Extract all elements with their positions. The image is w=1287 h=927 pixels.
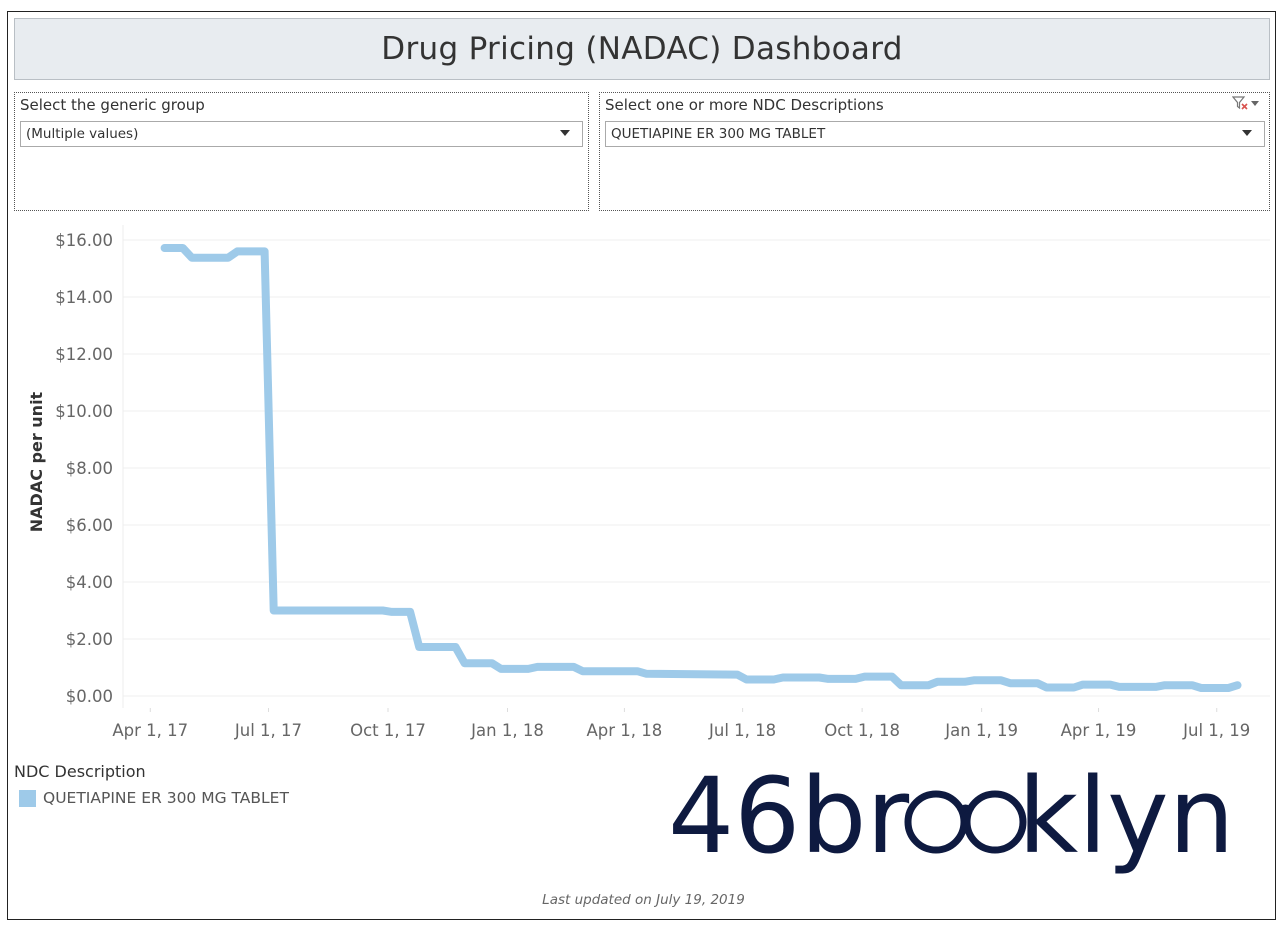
legend-item-label: QUETIAPINE ER 300 MG TABLET (43, 789, 289, 807)
y-axis: $0.00 $2.00 $4.00 $6.00 $8.00 $10.00 $12.00 $14… (55, 225, 124, 708)
x-axis: Apr 1, 17 Jul 1, 17 Oct 1, 17 Jan 1, 18 Apr … (112, 708, 1250, 740)
y-tick-label: $6.00 (66, 516, 113, 535)
legend-item[interactable]: QUETIAPINE ER 300 MG TABLET (19, 789, 289, 807)
brand-logo: 46br klyn (668, 762, 1235, 877)
dashboard-frame (7, 11, 1276, 920)
x-tick-label: Jul 1, 17 (234, 721, 302, 740)
x-tick-label: Jan 1, 18 (470, 721, 544, 740)
y-axis-label: NADAC per unit (27, 391, 46, 532)
y-tick-label: $16.00 (55, 231, 113, 250)
dashboard-title: Drug Pricing (NADAC) Dashboard (14, 18, 1270, 80)
x-tick-label: Oct 1, 18 (824, 721, 900, 740)
clear-filter-icon[interactable] (1232, 96, 1248, 110)
ndc-filter: Select one or more NDC Descriptions QUET… (599, 92, 1270, 211)
y-tick-label: $10.00 (55, 402, 113, 421)
generic-group-dropdown[interactable]: (Multiple values) (20, 121, 583, 147)
dropdown-menu-icon[interactable] (1251, 100, 1259, 106)
chevron-down-icon (1242, 130, 1252, 136)
ndc-filter-label: Select one or more NDC Descriptions (605, 96, 884, 114)
generic-group-filter-label: Select the generic group (20, 96, 205, 114)
logo-text-klyn: klyn (1018, 762, 1235, 877)
y-tick-label: $2.00 (66, 630, 113, 649)
x-tick-label: Jul 1, 19 (1182, 721, 1250, 740)
x-tick-label: Apr 1, 18 (587, 721, 663, 740)
x-tick-label: Apr 1, 17 (112, 721, 188, 740)
chart-gridlines (123, 239, 1270, 697)
x-tick-label: Oct 1, 17 (350, 721, 426, 740)
generic-group-filter: Select the generic group (Multiple value… (14, 92, 589, 211)
chart-series (160, 244, 1242, 692)
ndc-dropdown[interactable]: QUETIAPINE ER 300 MG TABLET (605, 121, 1265, 147)
chevron-down-icon (560, 130, 570, 136)
y-tick-label: $0.00 (66, 687, 113, 706)
y-tick-label: $14.00 (55, 288, 113, 307)
x-tick-label: Jul 1, 18 (708, 721, 776, 740)
glasses-icon (904, 790, 1027, 854)
y-tick-label: $12.00 (55, 345, 113, 364)
y-tick-label: $8.00 (66, 459, 113, 478)
filter-menu[interactable] (1232, 96, 1259, 110)
series-line-quetiapine[interactable] (160, 244, 1242, 692)
legend-title: NDC Description (14, 762, 146, 781)
y-tick-label: $4.00 (66, 573, 113, 592)
x-tick-label: Jan 1, 19 (944, 721, 1018, 740)
ndc-dropdown-value: QUETIAPINE ER 300 MG TABLET (611, 126, 826, 142)
generic-group-dropdown-value: (Multiple values) (26, 126, 139, 142)
logo-text-46br: 46br (668, 762, 909, 877)
legend-swatch (19, 789, 36, 807)
x-tick-label: Apr 1, 19 (1061, 721, 1137, 740)
last-updated-text: Last updated on July 19, 2019 (542, 892, 745, 908)
